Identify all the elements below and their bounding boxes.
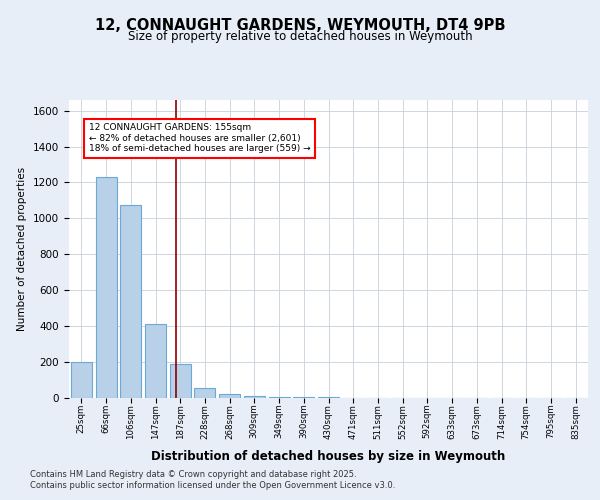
- Bar: [145, 324, 166, 398]
- Bar: [71, 362, 92, 398]
- Bar: [269, 396, 290, 398]
- Bar: [95, 177, 116, 398]
- Text: Size of property relative to detached houses in Weymouth: Size of property relative to detached ho…: [128, 30, 472, 43]
- Text: Contains HM Land Registry data © Crown copyright and database right 2025.: Contains HM Land Registry data © Crown c…: [30, 470, 356, 479]
- Y-axis label: Number of detached properties: Number of detached properties: [17, 166, 28, 331]
- Bar: [293, 397, 314, 398]
- Text: 12 CONNAUGHT GARDENS: 155sqm
← 82% of detached houses are smaller (2,601)
18% of: 12 CONNAUGHT GARDENS: 155sqm ← 82% of de…: [89, 124, 310, 153]
- Text: Contains public sector information licensed under the Open Government Licence v3: Contains public sector information licen…: [30, 481, 395, 490]
- Bar: [244, 396, 265, 398]
- Bar: [170, 364, 191, 398]
- Text: 12, CONNAUGHT GARDENS, WEYMOUTH, DT4 9PB: 12, CONNAUGHT GARDENS, WEYMOUTH, DT4 9PB: [95, 18, 505, 32]
- X-axis label: Distribution of detached houses by size in Weymouth: Distribution of detached houses by size …: [151, 450, 506, 462]
- Bar: [120, 205, 141, 398]
- Bar: [194, 388, 215, 398]
- Bar: [219, 394, 240, 398]
